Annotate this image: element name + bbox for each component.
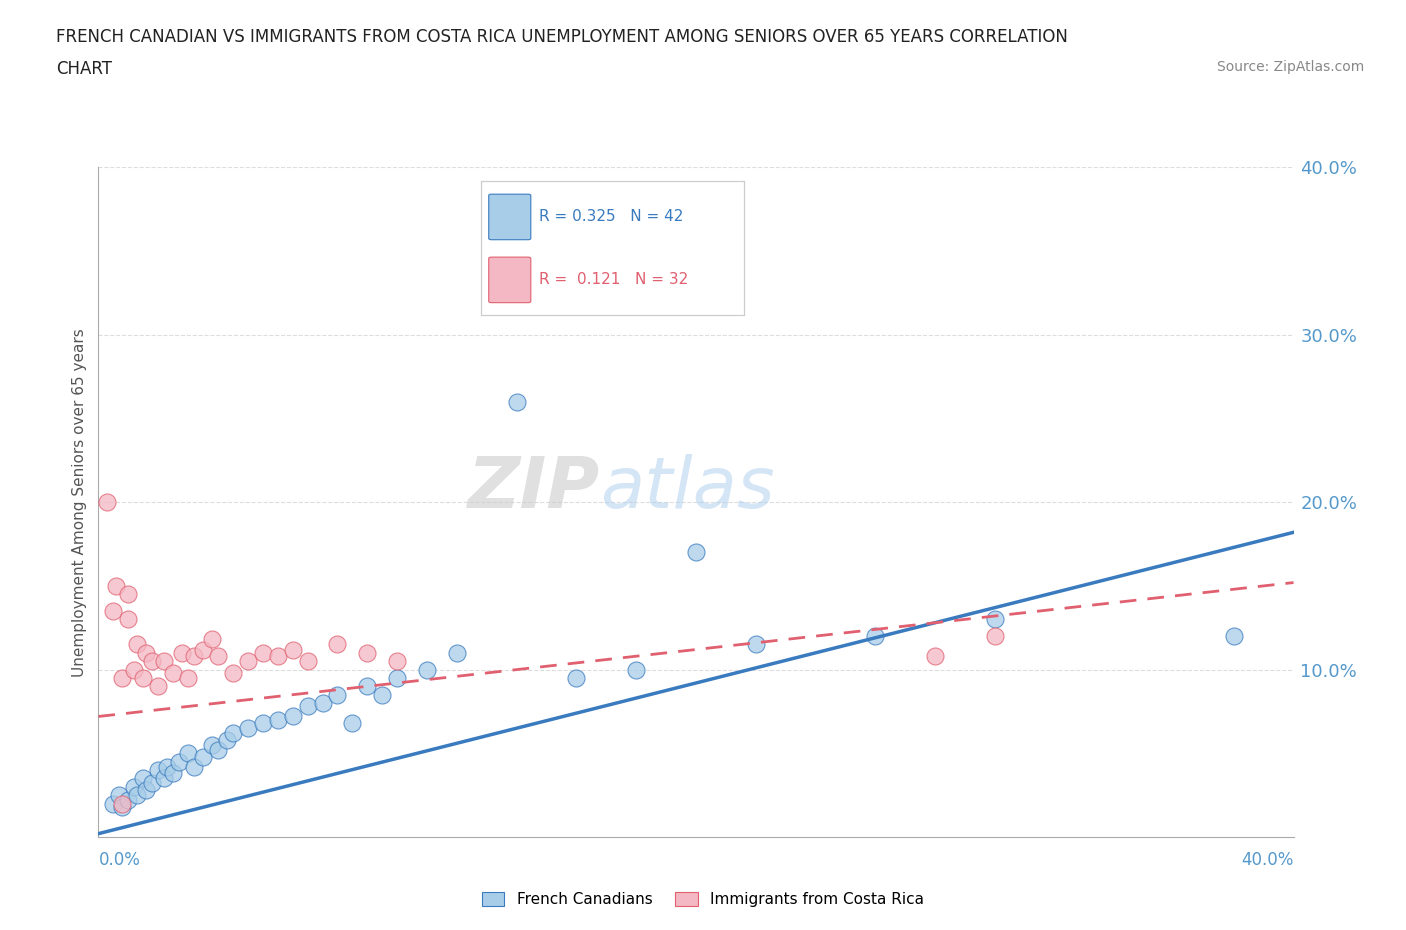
Point [117,587,139,602]
Point [222,666,245,681]
Point [865,629,887,644]
Legend: French Canadians, Immigrants from Costa Rica: French Canadians, Immigrants from Costa … [475,885,931,913]
Point [191,750,214,764]
Point [103,604,125,618]
Point [127,637,149,652]
Point [201,632,224,647]
Point [127,788,149,803]
Point [326,637,349,652]
Point [342,716,364,731]
Point [356,645,378,660]
Point [108,788,131,803]
Point [111,671,134,685]
Point [96,495,118,510]
Point [236,654,259,669]
Point [148,763,170,777]
Text: 0.0%: 0.0% [98,851,141,869]
Point [132,771,155,786]
Point [132,671,155,685]
Point [183,759,205,774]
Y-axis label: Unemployment Among Seniors over 65 years: Unemployment Among Seniors over 65 years [72,328,87,677]
Point [124,662,146,677]
Point [162,666,184,681]
Point [124,779,146,794]
Point [252,716,274,731]
Point [297,699,319,714]
Point [385,671,409,685]
Text: ZIP: ZIP [468,455,600,524]
Point [984,629,1007,644]
Text: atlas: atlas [600,455,775,524]
Point [446,645,468,660]
Point [506,394,529,409]
Point [371,687,394,702]
Point [201,737,224,752]
Point [156,759,179,774]
Point [191,642,214,657]
Point [626,662,648,677]
Point [103,796,125,811]
Point [236,721,259,736]
Point [215,733,238,748]
Point [416,662,439,677]
Point [267,712,290,727]
Point [177,671,200,685]
Point [222,725,245,740]
Point [148,679,170,694]
Text: CHART: CHART [56,60,112,78]
Point [141,654,163,669]
Point [565,671,588,685]
Point [1223,629,1246,644]
Point [252,645,274,660]
Point [135,783,157,798]
Point [172,645,194,660]
Point [267,649,290,664]
Point [141,776,163,790]
Point [326,687,349,702]
Point [281,709,304,724]
Point [111,796,134,811]
Point [183,649,205,664]
Point [311,696,333,711]
Point [924,649,946,664]
Point [153,654,176,669]
Point [135,645,157,660]
Point [153,771,176,786]
Point [177,746,200,761]
Text: Source: ZipAtlas.com: Source: ZipAtlas.com [1216,60,1364,74]
Point [281,642,304,657]
Point [385,654,409,669]
Point [105,578,128,593]
Point [297,654,319,669]
Point [356,679,378,694]
Point [117,792,139,807]
Point [685,545,707,560]
Point [167,754,190,769]
Point [984,612,1007,627]
Text: 40.0%: 40.0% [1241,851,1294,869]
Point [207,742,229,757]
Point [117,612,139,627]
Point [162,766,184,781]
Point [111,800,134,815]
Point [745,637,768,652]
Text: FRENCH CANADIAN VS IMMIGRANTS FROM COSTA RICA UNEMPLOYMENT AMONG SENIORS OVER 65: FRENCH CANADIAN VS IMMIGRANTS FROM COSTA… [56,28,1069,46]
Point [207,649,229,664]
